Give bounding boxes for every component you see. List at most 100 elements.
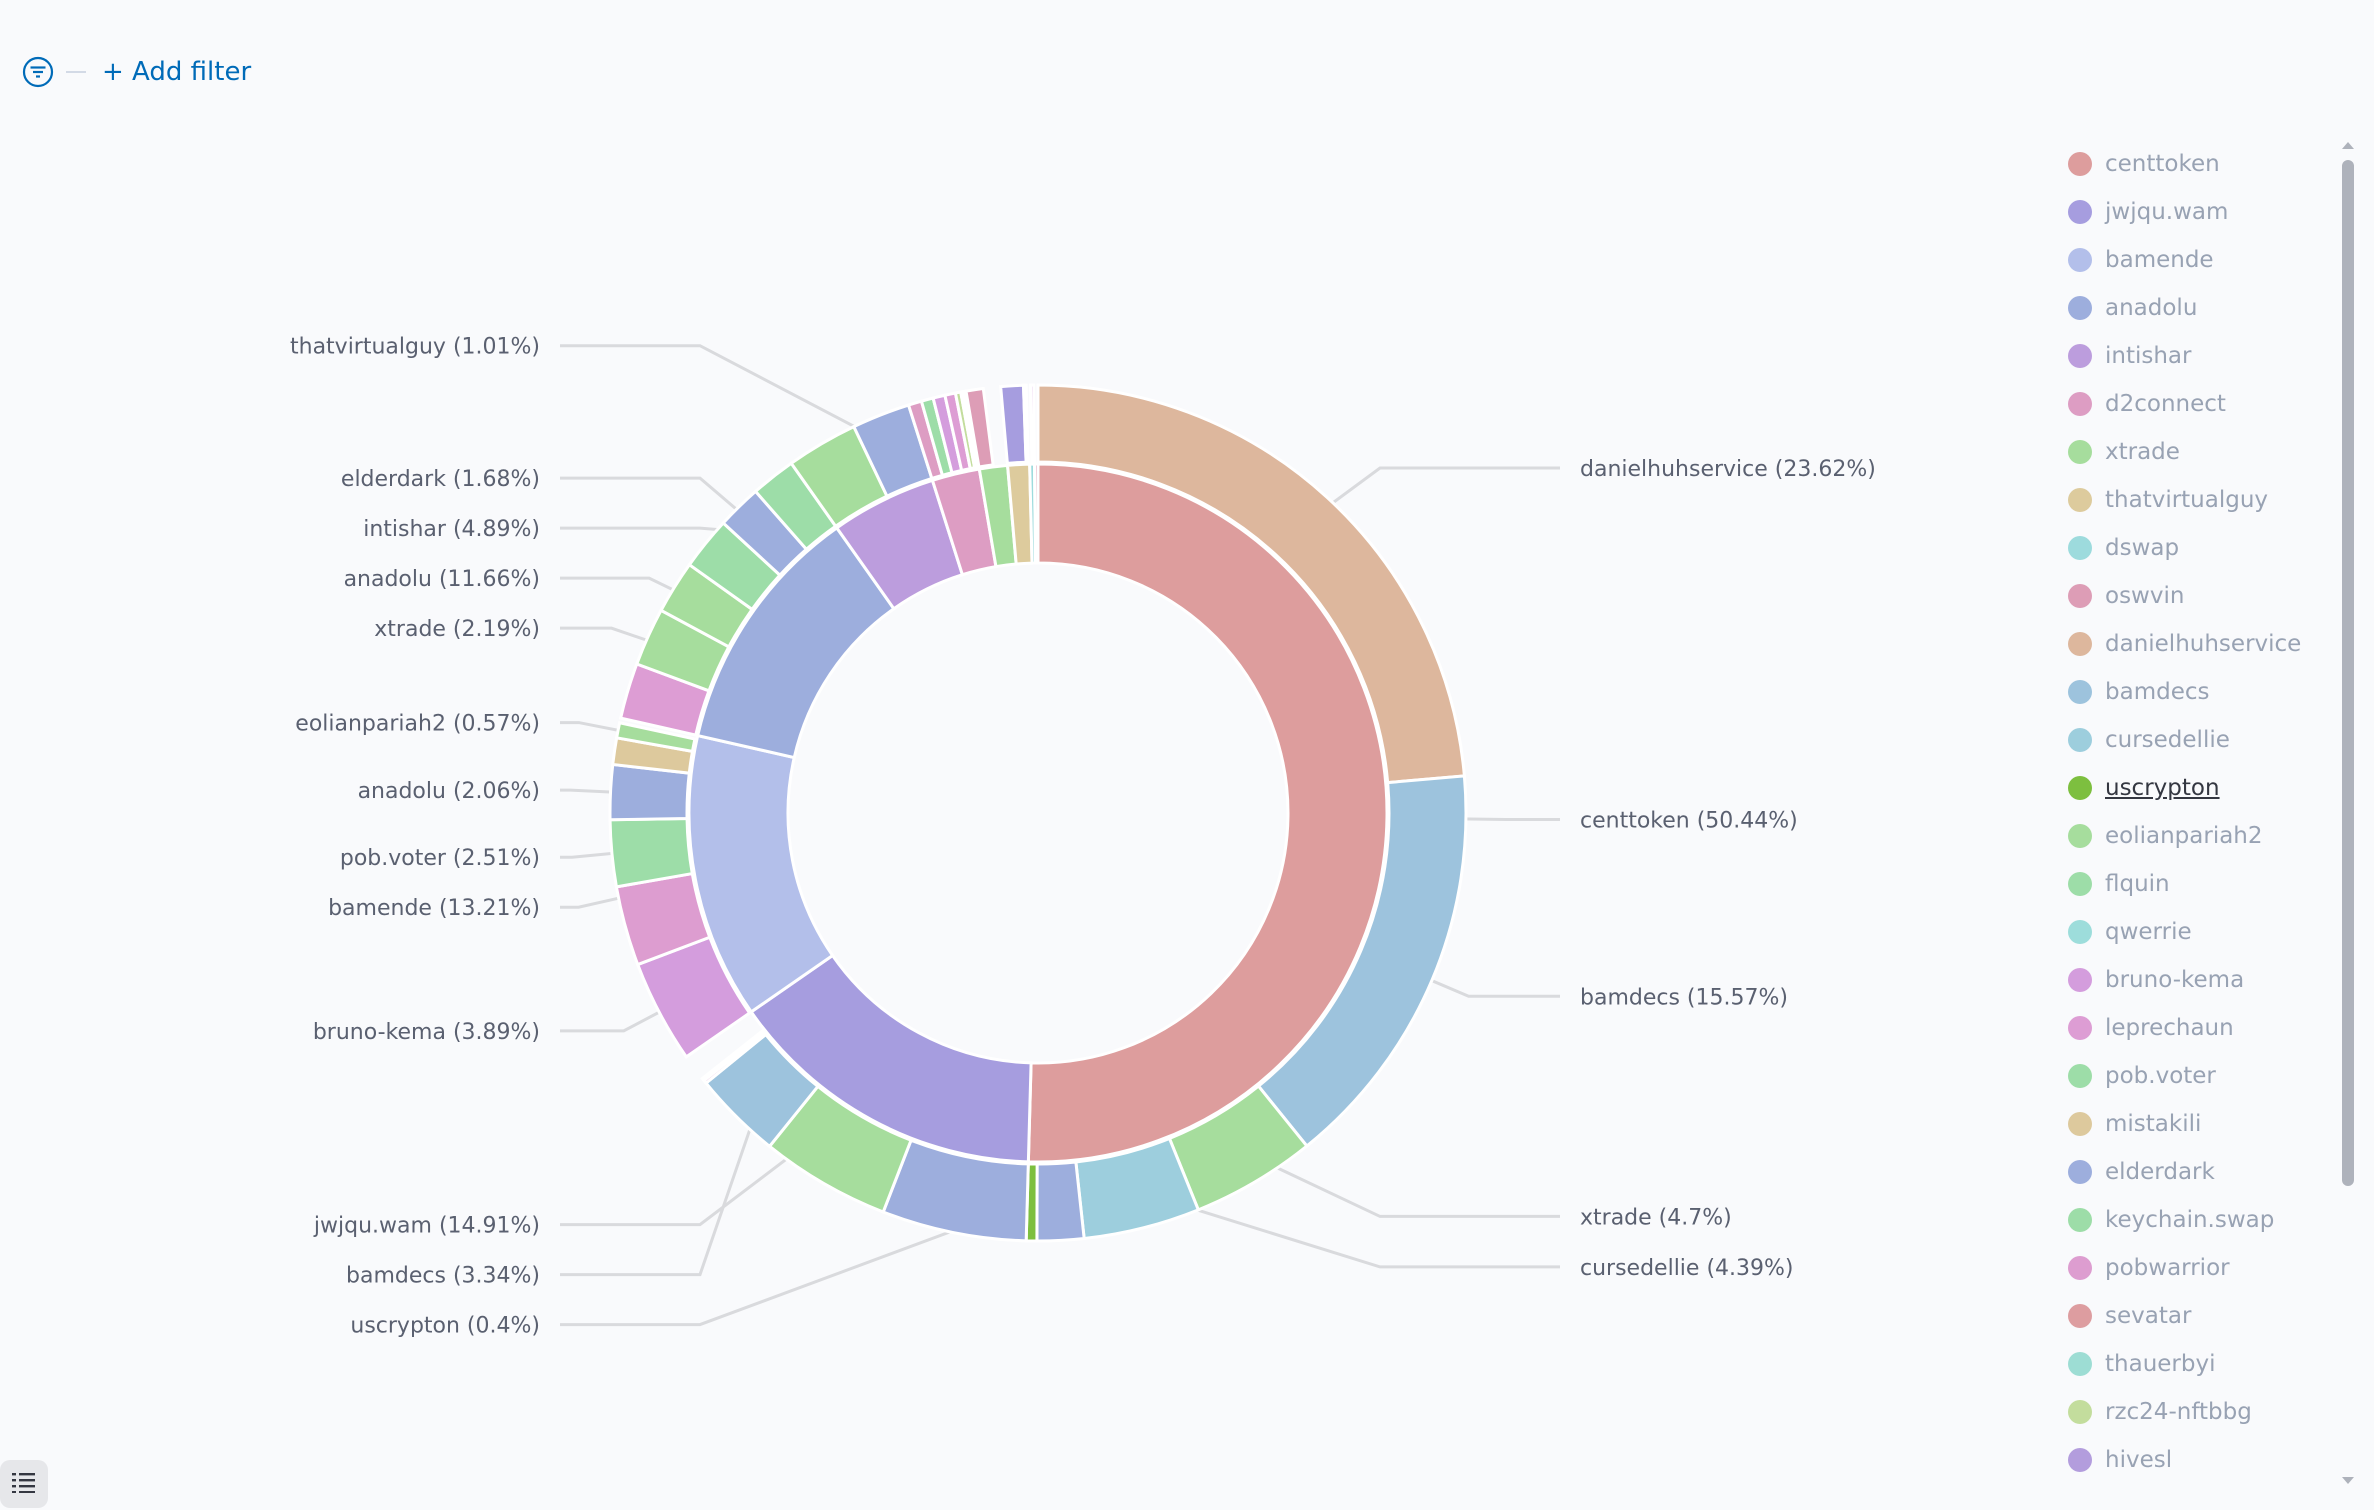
filter-icon[interactable] [22, 56, 54, 88]
legend-item-label: bamdecs [2105, 679, 2210, 705]
slice-label: pob.voter (2.51%) [340, 846, 540, 871]
legend-scrollbar-thumb[interactable] [2342, 160, 2354, 1186]
legend-toggle-button[interactable] [0, 1460, 48, 1508]
legend-item[interactable]: pob.voter [2068, 1052, 2318, 1100]
legend-color-dot [2068, 872, 2092, 896]
legend-item-label: leprechaun [2105, 1015, 2234, 1041]
legend-item[interactable]: eolianpariah2 [2068, 812, 2318, 860]
legend-item[interactable]: uscrypton [2068, 764, 2318, 812]
legend-color-dot [2068, 968, 2092, 992]
leader-line [560, 1200, 1033, 1327]
slice-label: danielhuhservice (23.62%) [1580, 457, 1876, 482]
legend-item[interactable]: danielhuhservice [2068, 620, 2318, 668]
slice-label: anadolu (2.06%) [358, 779, 540, 804]
legend-item[interactable]: rzc24-nftbbg [2068, 1388, 2318, 1436]
filter-bar: + Add filter [22, 52, 251, 92]
outer-slice-anadolu[interactable] [1021, 383, 1030, 464]
outer-slice-bruno-kema[interactable] [1028, 383, 1036, 464]
slice-labels: danielhuhservice (23.62%) centtoken (50.4… [290, 335, 1876, 1339]
legend-color-dot [2068, 776, 2092, 800]
legend-color-dot [2068, 920, 2092, 944]
legend-item[interactable]: leprechaun [2068, 1004, 2318, 1052]
legend-color-dot [2068, 1256, 2092, 1280]
legend-item[interactable]: cursedellie [2068, 716, 2318, 764]
legend-item-label: bruno-kema [2105, 967, 2245, 993]
legend-item-label: jwjqu.wam [2105, 199, 2229, 225]
slice-label: centtoken (50.44%) [1580, 808, 1798, 833]
slice-label: bamdecs (3.34%) [346, 1264, 540, 1289]
legend-color-dot [2068, 152, 2092, 176]
legend-item[interactable]: centtoken [2068, 140, 2318, 188]
legend-item-label: d2connect [2105, 391, 2226, 417]
list-icon [11, 1471, 37, 1497]
legend-item[interactable]: pobwarrior [2068, 1244, 2318, 1292]
legend-color-dot [2068, 1304, 2092, 1328]
slice-label: anadolu (11.66%) [344, 567, 540, 592]
legend-item-label: qwerrie [2105, 919, 2192, 945]
legend-color-dot [2068, 680, 2092, 704]
legend-item-label: eolianpariah2 [2105, 823, 2263, 849]
legend-item[interactable]: thatvirtualguy [2068, 476, 2318, 524]
slice-label: jwjqu.wam (14.91%) [313, 1214, 540, 1239]
slice-label: xtrade (2.19%) [374, 617, 540, 642]
legend-item-label: danielhuhservice [2105, 631, 2302, 657]
outer-slice-eolianpariah2[interactable] [614, 721, 697, 754]
legend-item-label: rzc24-nftbbg [2105, 1399, 2252, 1425]
outer-ring [608, 383, 1468, 1243]
leader-line [1132, 1188, 1560, 1269]
outer-slice-jwjqu-wam[interactable] [999, 383, 1028, 465]
legend-item[interactable]: flquin [2068, 860, 2318, 908]
legend-item[interactable]: oswvin [2068, 572, 2318, 620]
legend-scroll-down-arrow[interactable] [2342, 1477, 2354, 1484]
outer-slice-pob-voter[interactable] [608, 816, 695, 889]
legend-item[interactable]: keychain.swap [2068, 1196, 2318, 1244]
legend-item[interactable]: bruno-kema [2068, 956, 2318, 1004]
slice-label: uscrypton (0.4%) [350, 1314, 540, 1339]
inner-ring [687, 462, 1389, 1164]
slice-label: thatvirtualguy (1.01%) [290, 335, 540, 360]
legend-item[interactable]: thauerbyi [2068, 1340, 2318, 1388]
legend-item[interactable]: bamende [2068, 236, 2318, 284]
inner-slice-centtoken[interactable] [1026, 462, 1389, 1164]
legend-item-label: mistakili [2105, 1111, 2202, 1137]
legend-scroll-up-arrow[interactable] [2342, 142, 2354, 149]
legend-item[interactable]: qwerrie [2068, 908, 2318, 956]
add-filter-button[interactable]: + Add filter [102, 57, 252, 87]
legend-item-label: flquin [2105, 871, 2170, 897]
legend-color-dot [2068, 392, 2092, 416]
legend-color-dot [2068, 344, 2092, 368]
legend-item[interactable]: anadolu [2068, 284, 2318, 332]
legend-item-label: anadolu [2105, 295, 2198, 321]
legend-item-label: sevatar [2105, 1303, 2192, 1329]
legend-color-dot [2068, 248, 2092, 272]
legend-item-label: centtoken [2105, 151, 2220, 177]
legend-item[interactable]: bamdecs [2068, 668, 2318, 716]
legend-item-label: keychain.swap [2105, 1207, 2275, 1233]
legend-color-dot [2068, 1352, 2092, 1376]
leader-line [560, 1087, 766, 1277]
outer-slice-oswvin[interactable] [964, 386, 995, 469]
slice-label: elderdark (1.68%) [341, 467, 540, 492]
legend-item-label: hivesl [2105, 1447, 2173, 1473]
inner-slice-oswvin[interactable] [1032, 462, 1040, 565]
legend-item[interactable]: d2connect [2068, 380, 2318, 428]
sunburst-chart: danielhuhservice (23.62%) centtoken (50.4… [290, 335, 1876, 1339]
legend-item-label: intishar [2105, 343, 2192, 369]
slice-label: bamdecs (15.57%) [1580, 985, 1788, 1010]
slice-label: bamende (13.21%) [328, 896, 540, 921]
legend-item[interactable]: elderdark [2068, 1148, 2318, 1196]
legend-item[interactable]: intishar [2068, 332, 2318, 380]
legend-item[interactable]: hivesl [2068, 1436, 2318, 1484]
outer-slice-anadolu[interactable] [1035, 1160, 1086, 1243]
legend-item[interactable]: mistakili [2068, 1100, 2318, 1148]
legend-item[interactable]: sevatar [2068, 1292, 2318, 1340]
legend-color-dot [2068, 536, 2092, 560]
legend-color-dot [2068, 1064, 2092, 1088]
outer-slice-sevatar[interactable] [700, 1028, 767, 1083]
legend-color-dot [2068, 1448, 2092, 1472]
legend-item[interactable]: dswap [2068, 524, 2318, 572]
legend-item[interactable]: xtrade [2068, 428, 2318, 476]
legend-color-dot [2068, 296, 2092, 320]
legend-item[interactable]: jwjqu.wam [2068, 188, 2318, 236]
legend-color-dot [2068, 440, 2092, 464]
